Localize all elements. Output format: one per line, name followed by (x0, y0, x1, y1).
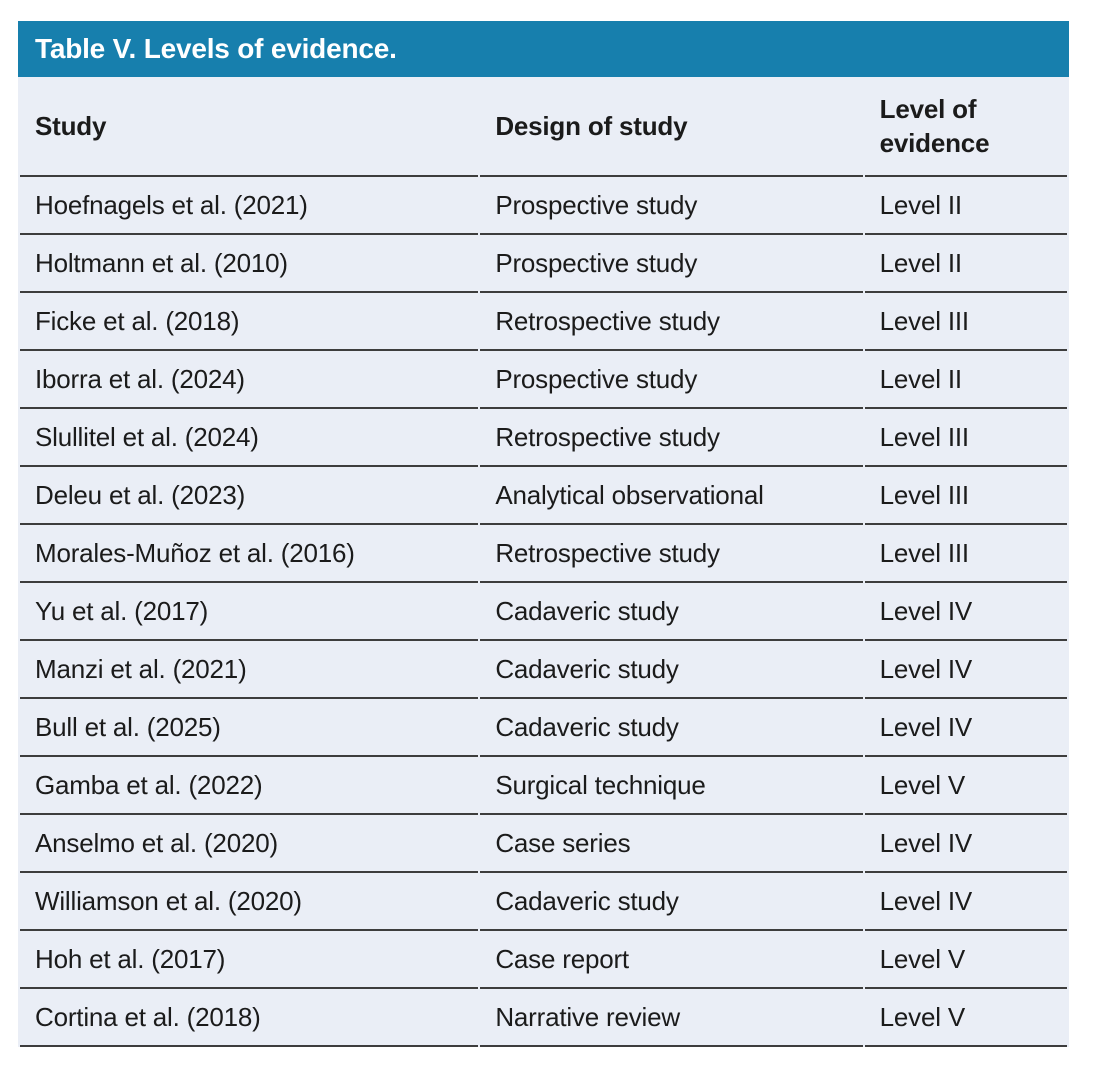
column-header-level: Level of evidence (864, 77, 1067, 177)
cell-study: Bull et al. (2025) (20, 699, 479, 757)
cell-design: Cadaveric study (480, 873, 863, 931)
table-row: Bull et al. (2025) Cadaveric study Level… (20, 699, 1067, 757)
table-row: Hoefnagels et al. (2021) Prospective stu… (20, 177, 1067, 235)
cell-design: Retrospective study (480, 525, 863, 583)
cell-design: Prospective study (480, 177, 863, 235)
cell-level: Level III (864, 525, 1067, 583)
cell-study: Hoh et al. (2017) (20, 931, 479, 989)
cell-level: Level III (864, 293, 1067, 351)
cell-study: Williamson et al. (2020) (20, 873, 479, 931)
table-row: Williamson et al. (2020) Cadaveric study… (20, 873, 1067, 931)
cell-level: Level II (864, 235, 1067, 293)
cell-study: Holtmann et al. (2010) (20, 235, 479, 293)
cell-study: Iborra et al. (2024) (20, 351, 479, 409)
cell-study: Deleu et al. (2023) (20, 467, 479, 525)
cell-design: Cadaveric study (480, 699, 863, 757)
cell-design: Analytical observational (480, 467, 863, 525)
cell-study: Ficke et al. (2018) (20, 293, 479, 351)
cell-design: Prospective study (480, 351, 863, 409)
cell-study: Gamba et al. (2022) (20, 757, 479, 815)
cell-design: Cadaveric study (480, 641, 863, 699)
column-header-study: Study (20, 77, 479, 177)
table-row: Hoh et al. (2017) Case report Level V (20, 931, 1067, 989)
cell-level: Level III (864, 467, 1067, 525)
cell-study: Morales-Muñoz et al. (2016) (20, 525, 479, 583)
cell-study: Anselmo et al. (2020) (20, 815, 479, 873)
cell-study: Cortina et al. (2018) (20, 989, 479, 1047)
table-row: Gamba et al. (2022) Surgical technique L… (20, 757, 1067, 815)
table-row: Deleu et al. (2023) Analytical observati… (20, 467, 1067, 525)
cell-design: Case report (480, 931, 863, 989)
cell-level: Level II (864, 177, 1067, 235)
cell-level: Level V (864, 757, 1067, 815)
table-row: Slullitel et al. (2024) Retrospective st… (20, 409, 1067, 467)
cell-design: Retrospective study (480, 409, 863, 467)
cell-level: Level V (864, 989, 1067, 1047)
cell-design: Cadaveric study (480, 583, 863, 641)
evidence-table: Study Design of study Level of evidence … (18, 77, 1069, 1047)
cell-design: Prospective study (480, 235, 863, 293)
cell-level: Level IV (864, 699, 1067, 757)
table-row: Yu et al. (2017) Cadaveric study Level I… (20, 583, 1067, 641)
cell-design: Surgical technique (480, 757, 863, 815)
table-row: Morales-Muñoz et al. (2016) Retrospectiv… (20, 525, 1067, 583)
cell-study: Yu et al. (2017) (20, 583, 479, 641)
cell-level: Level IV (864, 641, 1067, 699)
table-title: Table V. Levels of evidence. (35, 33, 397, 64)
cell-level: Level V (864, 931, 1067, 989)
cell-level: Level IV (864, 815, 1067, 873)
cell-study: Hoefnagels et al. (2021) (20, 177, 479, 235)
evidence-table-container: Table V. Levels of evidence. Study Desig… (18, 21, 1069, 1047)
cell-level: Level III (864, 409, 1067, 467)
cell-design: Case series (480, 815, 863, 873)
table-row: Cortina et al. (2018) Narrative review L… (20, 989, 1067, 1047)
table-row: Manzi et al. (2021) Cadaveric study Leve… (20, 641, 1067, 699)
table-row: Anselmo et al. (2020) Case series Level … (20, 815, 1067, 873)
cell-level: Level IV (864, 583, 1067, 641)
cell-study: Slullitel et al. (2024) (20, 409, 479, 467)
table-title-bar: Table V. Levels of evidence. (18, 21, 1069, 77)
cell-level: Level IV (864, 873, 1067, 931)
table-row: Holtmann et al. (2010) Prospective study… (20, 235, 1067, 293)
cell-study: Manzi et al. (2021) (20, 641, 479, 699)
cell-level: Level II (864, 351, 1067, 409)
table-row: Iborra et al. (2024) Prospective study L… (20, 351, 1067, 409)
cell-design: Narrative review (480, 989, 863, 1047)
column-header-design: Design of study (480, 77, 863, 177)
cell-design: Retrospective study (480, 293, 863, 351)
header-row: Study Design of study Level of evidence (20, 77, 1067, 177)
table-row: Ficke et al. (2018) Retrospective study … (20, 293, 1067, 351)
